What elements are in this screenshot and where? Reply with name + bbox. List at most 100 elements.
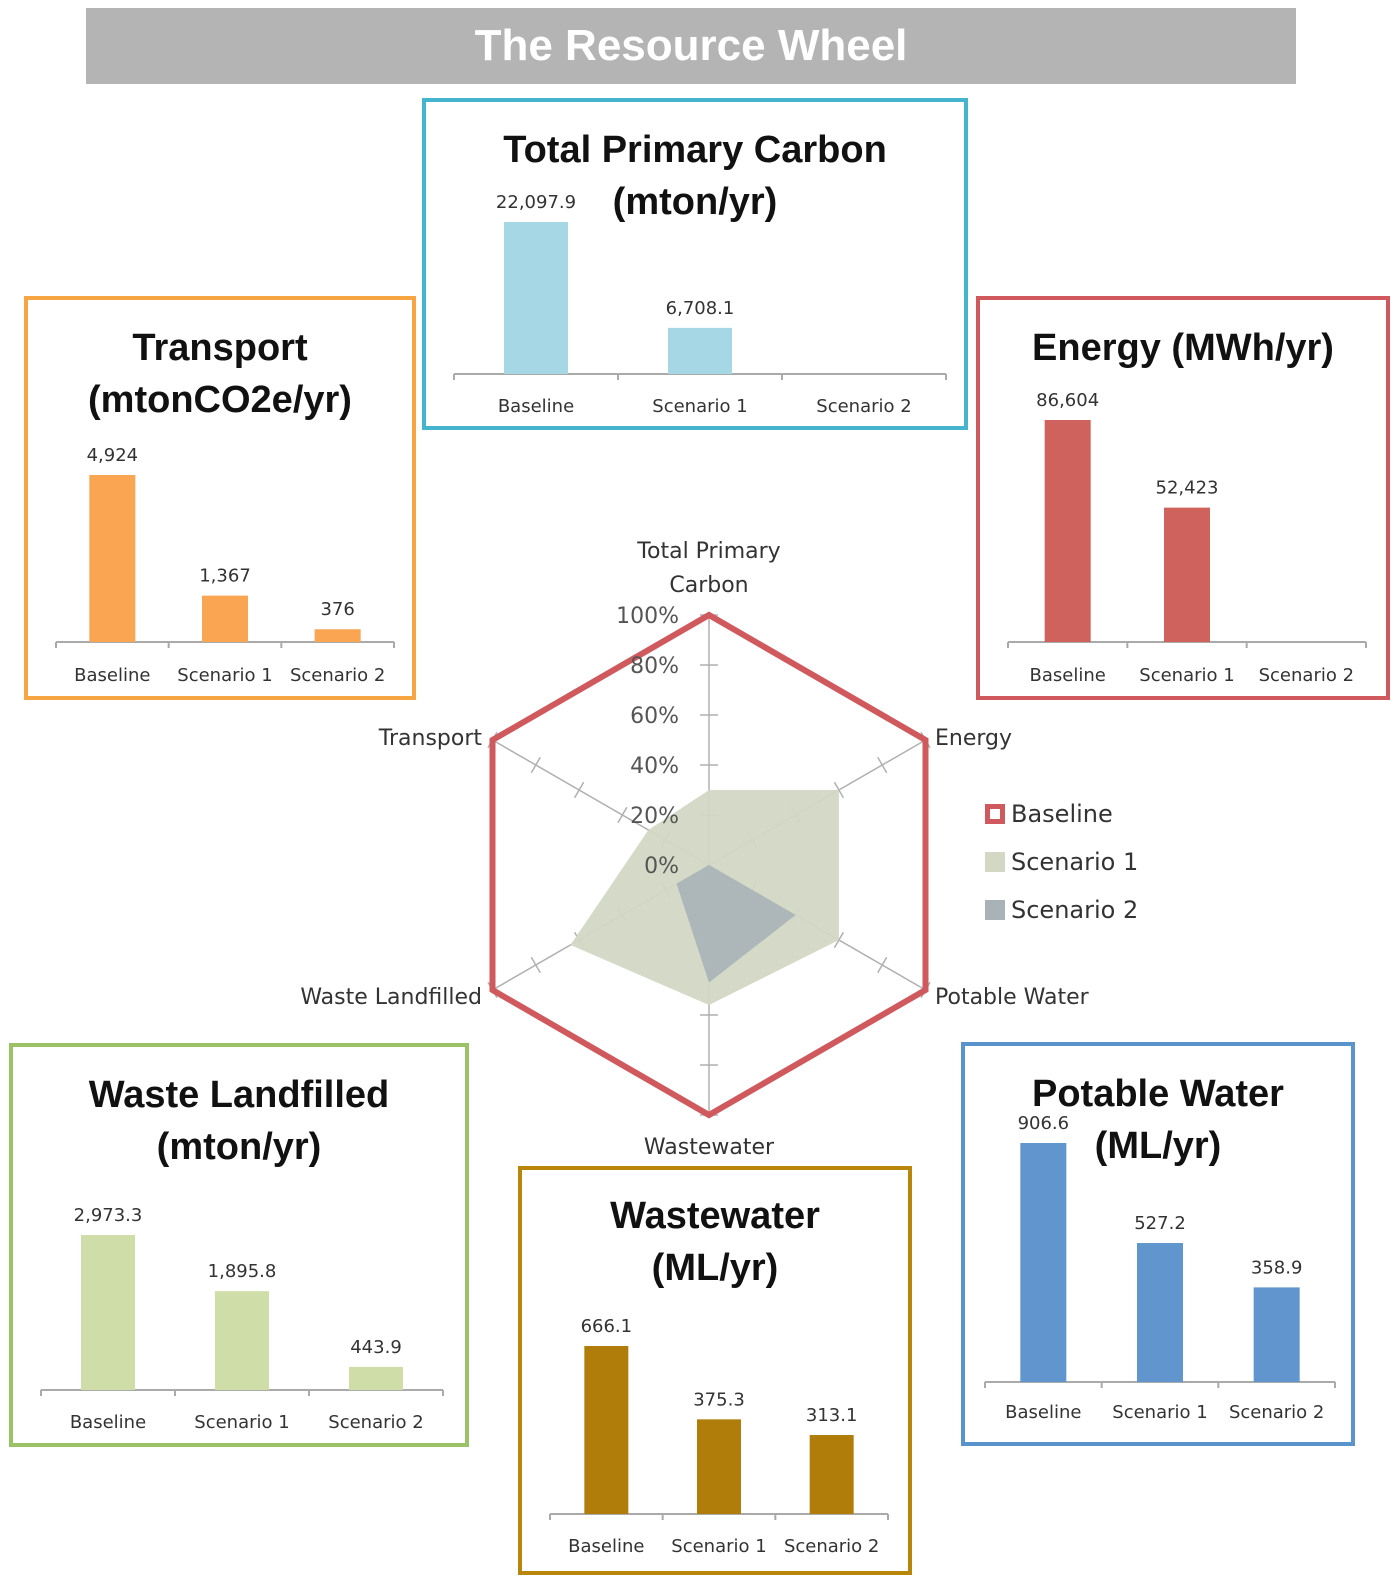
legend-label: Scenario 1 [1011, 848, 1139, 876]
panel-title: Total Primary Carbon (mton/yr) [426, 124, 964, 228]
category-label: Scenario 1 [1112, 1402, 1207, 1423]
bar-baseline [584, 1346, 629, 1514]
radar-tick [877, 956, 888, 974]
data-label: 666.1 [581, 1316, 633, 1337]
data-label: 906.6 [1018, 1113, 1070, 1134]
panel-water: Potable Water (ML/yr) 906.6 Baseline 527.2 Sc… [961, 1042, 1355, 1446]
page-title: The Resource Wheel [474, 21, 908, 70]
bar-baseline [89, 475, 136, 642]
radar-axis-label: Energy [935, 726, 1012, 751]
panel-carbon: Total Primary Carbon (mton/yr) 22,097.9 Bas… [422, 98, 968, 430]
category-label: Baseline [568, 1536, 644, 1557]
bar-baseline [1020, 1143, 1067, 1382]
radar-axis-label: Total Primary Carbon [636, 539, 780, 598]
panel-transport: Transport (mtonCO2e/yr) 4,924 Baseline 1,367… [24, 296, 416, 700]
category-label: Scenario 1 [194, 1412, 289, 1433]
panel-title-line: Energy (MWh/yr) [1032, 327, 1334, 369]
bar-chart: 906.6 Baseline 527.2 Scenario 1 358.9 Scenari… [984, 1113, 1336, 1423]
category-label: Scenario 2 [328, 1412, 423, 1433]
bar-scenario-2 [314, 629, 361, 642]
bar-scenario-1 [697, 1419, 741, 1514]
legend-label: Baseline [1011, 800, 1113, 828]
radar-axis-label: Potable Water [935, 985, 1090, 1010]
category-label: Scenario 1 [1139, 665, 1234, 686]
data-label: 4,924 [87, 445, 139, 466]
bar-chart: 666.1 Baseline 375.3 Scenario 1 313.1 Scenari… [549, 1316, 889, 1557]
bar-scenario-1 [1137, 1243, 1183, 1382]
category-label: Scenario 2 [1259, 665, 1354, 686]
panel-title: Potable Water (ML/yr) [965, 1068, 1351, 1172]
radar-axis-label: Wastewater [644, 1135, 775, 1160]
panel-title: Transport (mtonCO2e/yr) [28, 322, 412, 426]
data-label: 443.9 [350, 1337, 402, 1358]
radar-tick-label: 100% [616, 604, 679, 629]
title-banner: The Resource Wheel [86, 8, 1296, 84]
radar-tick [573, 781, 585, 799]
radar-series-baseline [489, 611, 929, 1119]
category-label: Scenario 1 [671, 1536, 766, 1557]
bar-scenario-2 [809, 1435, 854, 1514]
bar-scenario-1 [668, 327, 732, 374]
data-label: 375.3 [693, 1389, 745, 1410]
bar-scenario-2 [1253, 1287, 1300, 1382]
bar-scenario-1 [215, 1291, 269, 1390]
data-label: 52,423 [1156, 478, 1219, 499]
panel-title-line: Waste Landfilled [88, 1074, 390, 1116]
legend-item: Scenario 1 [985, 838, 1138, 886]
category-label: Scenario 2 [290, 665, 385, 686]
bar-chart: 4,924 Baseline 1,367 Scenario 1 376 Scenario … [55, 445, 395, 686]
category-label: Baseline [1005, 1402, 1081, 1423]
data-label: 1,367 [199, 566, 251, 587]
bar-scenario-1 [1164, 507, 1210, 642]
bar-scenario-2 [349, 1366, 403, 1390]
bar-baseline [81, 1235, 135, 1390]
panel-title-line: Wastewater [610, 1195, 820, 1237]
legend-swatch [985, 852, 1005, 872]
panel-title: Wastewater (ML/yr) [522, 1190, 908, 1294]
radar-tick [530, 756, 541, 774]
data-label: 358.9 [1251, 1257, 1303, 1278]
data-label: 376 [320, 599, 354, 620]
category-label: Scenario 2 [784, 1536, 879, 1557]
bar-chart: 2,973.3 Baseline 1,895.8 Scenario 1 443.9 Sce… [40, 1205, 444, 1433]
legend-swatch [985, 804, 1005, 824]
category-label: Baseline [1030, 665, 1106, 686]
data-label: 86,604 [1036, 390, 1099, 411]
legend-item: Scenario 2 [985, 886, 1138, 934]
legend-item: Baseline [985, 790, 1138, 838]
radar-axis-label: Transport [378, 726, 483, 751]
bar-chart: 86,604 Baseline 52,423 Scenario 1 Scenario 2 [1007, 390, 1367, 686]
legend-label: Scenario 2 [1011, 896, 1139, 924]
data-label: 2,973.3 [74, 1205, 143, 1226]
category-label: Baseline [74, 665, 150, 686]
category-label: Scenario 2 [816, 396, 911, 417]
panel-title-line: Potable Water [1032, 1073, 1284, 1115]
panel-title-line: Total Primary Carbon [503, 129, 887, 171]
category-label: Baseline [70, 1412, 146, 1433]
panel-title-line: (ML/yr) [651, 1247, 779, 1289]
radar-tick [617, 806, 628, 824]
data-label: 313.1 [806, 1405, 858, 1426]
radar-axis-label: Waste Landfilled [300, 985, 482, 1010]
radar-tick-label: 20% [630, 804, 679, 829]
panel-title-line: (mton/yr) [612, 181, 778, 223]
category-label: Scenario 1 [652, 396, 747, 417]
bar-chart: 22,097.9 Baseline 6,708.1 Scenario 1 Scenari… [453, 192, 947, 417]
panel-waste: Waste Landfilled (mton/yr) 2,973.3 Baseline… [9, 1043, 469, 1447]
radar-tick-label: 40% [630, 754, 679, 779]
category-label: Scenario 2 [1229, 1402, 1324, 1423]
panel-title-line: (ML/yr) [1094, 1125, 1222, 1167]
panel-title: Energy (MWh/yr) [980, 322, 1386, 374]
data-label: 527.2 [1134, 1213, 1186, 1234]
panel-title-line: (mtonCO2e/yr) [88, 379, 352, 421]
panel-title: Waste Landfilled (mton/yr) [13, 1069, 465, 1173]
radar-tick-label: 60% [630, 704, 679, 729]
panel-title-line: Transport [132, 327, 308, 369]
panel-energy: Energy (MWh/yr) 86,604 Baseline 52,423 Scena… [976, 296, 1390, 700]
legend-swatch [985, 900, 1005, 920]
radar-tick [530, 956, 541, 974]
panel-wastewater: Wastewater (ML/yr) 666.1 Baseline 375.3 Scena… [518, 1166, 912, 1575]
radar-tick-label: 80% [630, 654, 679, 679]
bar-baseline [1044, 420, 1091, 642]
bar-scenario-1 [202, 595, 248, 642]
